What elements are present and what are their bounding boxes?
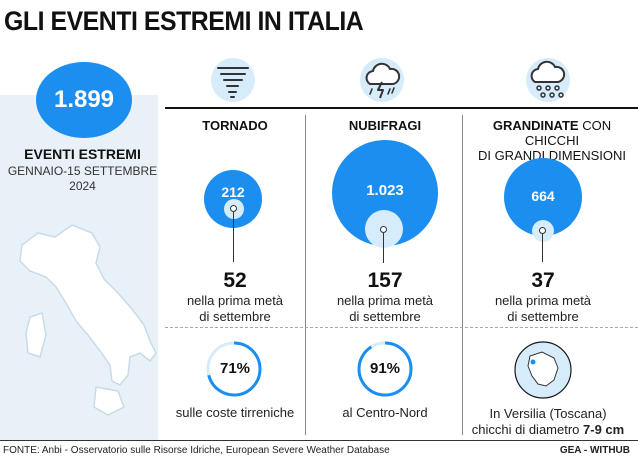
tornado-detail: sulle coste tirreniche [175, 405, 295, 420]
italy-map-icon [19, 224, 157, 416]
grandinate-detail-prefix: chicchi di diametro [471, 422, 584, 437]
grandinate-september-label: nella prima metà di settembre [468, 293, 618, 325]
grandinate-leader-line [542, 234, 543, 262]
grandinate-title-bold: GRANDINATE [492, 118, 579, 133]
label-line2: di settembre [507, 309, 579, 324]
grandinate-title: GRANDINATE CON CHICCHI DI GRANDI DIMENSI… [468, 118, 636, 163]
tornado-september-label: nella prima metà di settembre [160, 293, 310, 325]
grandinate-title-line2: DI GRANDI DIMENSIONI [477, 148, 627, 163]
label-line2: di settembre [199, 309, 271, 324]
column-divider [462, 115, 463, 435]
tornado-icon [211, 58, 255, 102]
grandinate-detail: In Versilia (Toscana) chicchi di diametr… [458, 406, 638, 438]
italy-map-panel [0, 95, 158, 440]
tornado-title: TORNADO [202, 118, 268, 133]
tornado-percent-ring [206, 341, 262, 397]
grandinate-detail-line1: In Versilia (Toscana) [489, 406, 607, 421]
nubifragi-total: 1.023 [366, 182, 404, 199]
label-line1: nella prima metà [336, 293, 434, 308]
label-line1: nella prima metà [186, 293, 284, 308]
total-events-label: EVENTI ESTREMI [24, 146, 141, 162]
tornado-percent: 71% [219, 360, 251, 377]
tuscany-map-icon [514, 341, 572, 399]
footer-rule [0, 440, 638, 441]
nubifragi-september-count: 157 [367, 269, 403, 292]
label-line2: di settembre [349, 309, 421, 324]
total-events-circle: 1.899 [36, 62, 132, 138]
grandinate-september-count: 37 [531, 269, 555, 292]
nubifragi-total-bubble: 1.023 [332, 140, 438, 246]
row-divider [165, 327, 638, 328]
nubifragi-percent-ring [357, 341, 413, 397]
column-divider [305, 115, 306, 435]
tornado-total: 212 [221, 184, 245, 200]
nubifragi-september-label: nella prima metà di settembre [310, 293, 460, 325]
header-rule [165, 107, 638, 109]
nubifragi-detail: al Centro-Nord [342, 405, 428, 420]
page-title: GLI EVENTI ESTREMI IN ITALIA [4, 6, 364, 36]
tornado-marker [230, 205, 237, 212]
storm-cloud-icon [360, 58, 404, 102]
total-events-period: GENNAIO-15 SETTEMBRE 2024 [0, 164, 165, 194]
label-line1: nella prima metà [494, 293, 592, 308]
tornado-september-count: 52 [223, 269, 247, 292]
grandinate-total: 664 [531, 188, 555, 204]
grandinate-marker [539, 227, 546, 234]
nubifragi-title: NUBIFRAGI [348, 118, 422, 133]
footer-credit: GEA - WITHUB [559, 445, 630, 456]
period-line1: GENNAIO-15 SETTEMBRE [7, 164, 158, 178]
footer-source: FONTE: Anbi - Osservatorio sulle Risorse… [3, 445, 390, 456]
grandinate-detail-value: 7-9 cm [583, 422, 625, 437]
tornado-leader-line [233, 212, 234, 262]
grandinate-title-rest: CON CHICCHI [524, 118, 612, 148]
period-line2: 2024 [69, 179, 96, 193]
hail-cloud-icon [526, 58, 570, 102]
nubifragi-percent: 91% [369, 360, 401, 377]
nubifragi-leader-line [383, 233, 384, 263]
nubifragi-marker [380, 226, 387, 233]
